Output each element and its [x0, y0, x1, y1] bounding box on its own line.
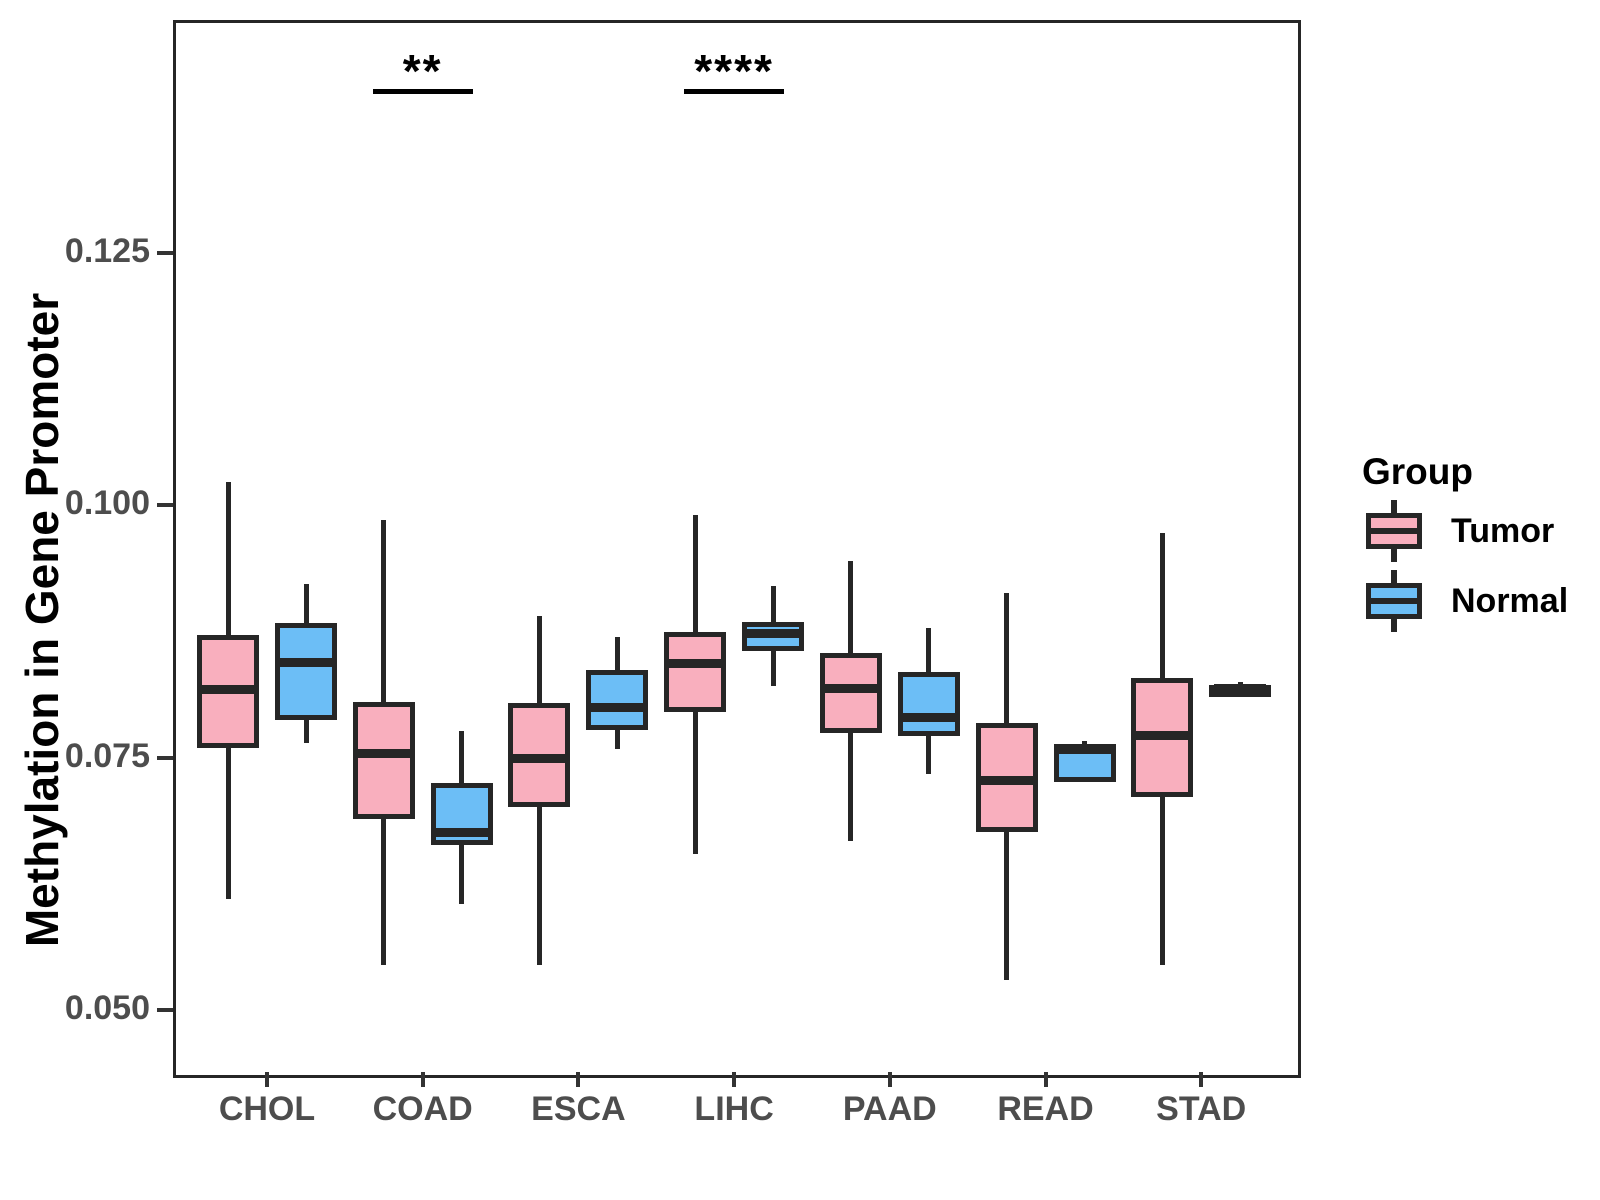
tumor-median-CHOL — [202, 684, 254, 694]
legend-entry-normal: Normal — [1362, 570, 1592, 640]
significance-bar-COAD — [372, 89, 473, 94]
tumor-median-PAAD — [824, 683, 877, 693]
x-tick-mark — [576, 1072, 581, 1087]
legend-label-normal: Normal — [1451, 582, 1569, 620]
tumor-box-PAAD — [819, 652, 882, 734]
normal-median-PAAD — [902, 712, 955, 722]
normal-median-CHOL — [280, 658, 332, 668]
normal-median-STAD — [1214, 683, 1267, 693]
tumor-boxplot-swatch — [1366, 500, 1422, 562]
normal-median-COAD — [435, 827, 488, 837]
legend-title: Group — [1362, 451, 1473, 492]
y-tick-mark — [157, 251, 173, 256]
x-tick-label: STAD — [1156, 1090, 1247, 1128]
swatch-lower-whisker — [1391, 549, 1397, 562]
y-tick-mark — [157, 755, 173, 760]
tumor-box-COAD — [352, 702, 415, 820]
x-tick-label: LIHC — [694, 1090, 774, 1128]
y-axis-title: Methylation in Gene Promoter — [16, 292, 68, 948]
normal-box-PAAD — [897, 671, 960, 737]
x-tick-mark — [1043, 1072, 1048, 1087]
tumor-median-LIHC — [669, 659, 722, 669]
normal-median-ESCA — [591, 702, 644, 712]
swatch-upper-whisker — [1391, 570, 1397, 583]
normal-box-ESCA — [586, 669, 649, 731]
normal-median-LIHC — [747, 629, 800, 639]
tumor-box-LIHC — [664, 631, 727, 713]
tumor-median-ESCA — [513, 754, 566, 764]
y-tick-mark — [157, 503, 173, 508]
swatch-upper-whisker — [1391, 500, 1397, 513]
normal-box-CHOL — [275, 623, 337, 721]
normal-median-READ — [1058, 745, 1111, 755]
y-tick-label: 0.125 — [64, 232, 150, 271]
legend: Group Tumor Normal — [1362, 450, 1592, 640]
legend-label-tumor: Tumor — [1451, 512, 1555, 550]
x-tick-label: READ — [997, 1090, 1094, 1128]
x-tick-label: CHOL — [218, 1090, 316, 1128]
x-tick-mark — [887, 1072, 892, 1087]
y-tick-label: 0.050 — [64, 989, 150, 1027]
tumor-median-READ — [980, 776, 1033, 786]
swatch-lower-whisker — [1391, 619, 1397, 632]
swatch-median — [1371, 598, 1417, 604]
normal-boxplot-swatch — [1366, 570, 1422, 632]
y-tick-mark — [157, 1008, 173, 1012]
plot-panel — [173, 20, 1301, 1078]
legend-entry-tumor: Tumor — [1362, 500, 1592, 570]
significance-label-LIHC: **** — [694, 45, 774, 97]
x-tick-mark — [1199, 1072, 1204, 1087]
tumor-median-COAD — [357, 749, 410, 759]
y-tick-label: 0.075 — [64, 736, 150, 775]
x-tick-label: COAD — [372, 1090, 473, 1128]
x-tick-label: PAAD — [842, 1090, 937, 1128]
swatch-median — [1371, 528, 1417, 534]
y-tick-label: 0.100 — [64, 484, 150, 523]
x-tick-label: ESCA — [531, 1090, 626, 1128]
significance-label-COAD: ** — [402, 45, 443, 97]
x-tick-mark — [265, 1072, 269, 1087]
x-tick-mark — [732, 1072, 737, 1087]
significance-bar-LIHC — [684, 89, 785, 94]
tumor-median-STAD — [1136, 730, 1189, 740]
x-tick-mark — [420, 1072, 425, 1087]
